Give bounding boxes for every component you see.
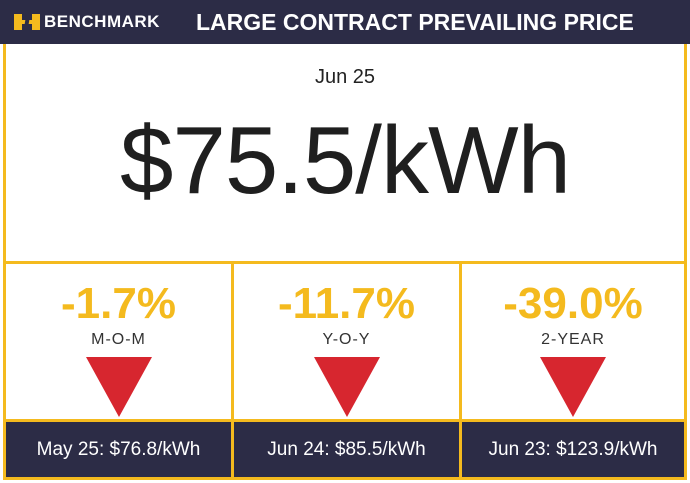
metric-card: -39.0% 2-YEAR (459, 261, 687, 422)
triangle (85, 357, 152, 417)
date: Jun 25 (314, 66, 376, 88)
change-value: -1.7% (61, 279, 176, 328)
change-label: Y-O-Y (322, 331, 371, 348)
down-arrow (85, 357, 152, 417)
change-label: 2-YEAR (541, 331, 605, 348)
title: LARGE CONTRACT PREVAILING PRICE (196, 9, 634, 35)
main-panel (3, 44, 687, 264)
change-label: M-O-M (91, 331, 146, 348)
logo (14, 10, 40, 34)
price: $75.5/kWh (120, 107, 571, 214)
triangle (313, 357, 380, 417)
down-arrow (313, 357, 380, 417)
brand: BENCHMARK (44, 12, 160, 31)
metric-card: -1.7% M-O-M (3, 261, 234, 422)
change-value: -39.0% (503, 279, 643, 328)
header: BENCHMARK LARGE CONTRACT PREVAILING PRIC… (0, 0, 690, 44)
previous-price: Jun 24: $85.5/kWh (231, 422, 462, 480)
change-value: -11.7% (278, 279, 415, 328)
previous-price: May 25: $76.8/kWh (3, 422, 234, 480)
previous-price: Jun 23: $123.9/kWh (459, 422, 687, 480)
metric-card: -11.7% Y-O-Y (231, 261, 462, 422)
down-arrow (540, 357, 606, 417)
triangle (540, 357, 606, 417)
